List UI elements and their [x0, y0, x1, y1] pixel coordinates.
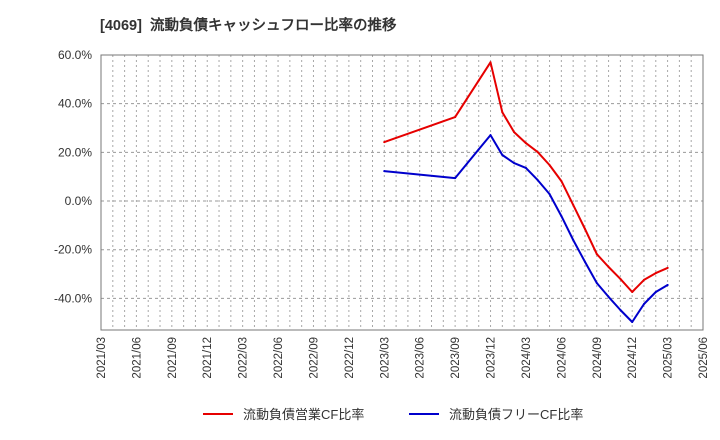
- series-point-operating-cf-ratio: [619, 277, 622, 280]
- x-tick-label: 2024/06: [556, 337, 568, 379]
- series-point-free-cf-ratio: [548, 193, 551, 195]
- y-tick-label: -20.0%: [54, 243, 92, 257]
- series-point-free-cf-ratio: [536, 179, 539, 182]
- y-tick-label: 20.0%: [58, 145, 92, 159]
- series-point-operating-cf-ratio: [383, 141, 386, 144]
- x-tick-label: 2024/12: [627, 337, 639, 379]
- x-tick-label: 2022/06: [273, 337, 285, 379]
- series-point-free-cf-ratio: [560, 215, 563, 218]
- grid-lines: [101, 55, 703, 330]
- y-axis-tick-labels: 60.0% 40.0% 20.0% 0.0% -20.0% -40.0%: [54, 48, 92, 305]
- series-point-operating-cf-ratio: [524, 142, 527, 145]
- series-point-operating-cf-ratio: [477, 79, 480, 82]
- series-point-free-cf-ratio: [607, 295, 610, 298]
- x-tick-label: 2023/06: [415, 337, 427, 379]
- y-tick-label: 40.0%: [58, 97, 92, 111]
- x-tick-label: 2022/12: [344, 337, 356, 379]
- x-tick-label: 2023/03: [379, 337, 391, 379]
- series-point-operating-cf-ratio: [454, 116, 457, 119]
- series-point-operating-cf-ratio: [548, 164, 551, 166]
- series-point-operating-cf-ratio: [513, 131, 516, 134]
- series-point-free-cf-ratio: [654, 291, 657, 293]
- x-tick-label: 2023/12: [486, 337, 498, 379]
- series-point-operating-cf-ratio: [631, 291, 634, 293]
- series-point-operating-cf-ratio: [572, 203, 575, 206]
- series-point-operating-cf-ratio: [595, 253, 598, 256]
- series-point-free-cf-ratio: [477, 148, 480, 151]
- series-point-free-cf-ratio: [465, 162, 468, 165]
- series-point-operating-cf-ratio: [489, 61, 492, 64]
- series-point-free-cf-ratio: [513, 162, 516, 165]
- x-tick-label: 2024/09: [592, 337, 604, 379]
- series-point-free-cf-ratio: [501, 154, 504, 156]
- legend-label-operating-cf-ratio: 流動負債営業CF比率: [243, 407, 364, 422]
- series-line-free-cf-ratio: [383, 134, 669, 323]
- x-tick-label: 2024/03: [521, 337, 533, 379]
- x-tick-label: 2023/09: [450, 337, 462, 379]
- x-tick-label: 2025/06: [698, 337, 710, 379]
- series-point-operating-cf-ratio: [643, 278, 645, 281]
- legend: 流動負債営業CF比率 流動負債フリーCF比率: [203, 407, 583, 422]
- x-tick-label: 2021/12: [202, 337, 214, 379]
- chart-title: [4069] 流動負債キャッシュフロー比率の推移: [100, 16, 397, 34]
- series-point-free-cf-ratio: [631, 321, 634, 323]
- series-line-operating-cf-ratio: [383, 61, 669, 293]
- series-point-free-cf-ratio: [666, 284, 669, 286]
- series-point-operating-cf-ratio: [654, 272, 657, 275]
- series-point-free-cf-ratio: [572, 239, 575, 241]
- series-point-operating-cf-ratio: [584, 228, 586, 230]
- series-point-free-cf-ratio: [643, 303, 645, 305]
- series-point-free-cf-ratio: [383, 170, 386, 173]
- series-point-operating-cf-ratio: [501, 111, 504, 114]
- x-tick-label: 2021/03: [96, 337, 108, 379]
- series-point-free-cf-ratio: [524, 166, 527, 169]
- y-tick-label: 0.0%: [65, 194, 93, 208]
- plot-area-frame: [100, 54, 704, 331]
- series-point-free-cf-ratio: [595, 282, 598, 284]
- x-tick-label: 2022/03: [238, 337, 250, 379]
- x-axis-tick-labels: 2021/03 2021/06 2021/09 2021/12 2022/03 2022/…: [96, 337, 710, 379]
- series-point-free-cf-ratio: [619, 309, 622, 311]
- series-point-operating-cf-ratio: [607, 266, 610, 268]
- series-point-operating-cf-ratio: [465, 97, 468, 100]
- x-tick-label: 2025/03: [663, 337, 675, 379]
- series-point-free-cf-ratio: [489, 134, 492, 137]
- x-tick-label: 2021/09: [167, 337, 179, 379]
- y-tick-label: 60.0%: [58, 48, 92, 62]
- series-lines: [383, 61, 669, 323]
- series-point-operating-cf-ratio: [536, 151, 539, 154]
- series-point-operating-cf-ratio: [560, 180, 563, 183]
- x-tick-label: 2021/06: [131, 337, 143, 379]
- legend-label-free-cf-ratio: 流動負債フリーCF比率: [449, 407, 583, 422]
- series-point-operating-cf-ratio: [666, 266, 669, 269]
- series-point-free-cf-ratio: [584, 260, 586, 263]
- x-tick-label: 2022/09: [308, 337, 320, 379]
- series-point-free-cf-ratio: [454, 177, 457, 180]
- y-tick-label: -40.0%: [54, 291, 92, 305]
